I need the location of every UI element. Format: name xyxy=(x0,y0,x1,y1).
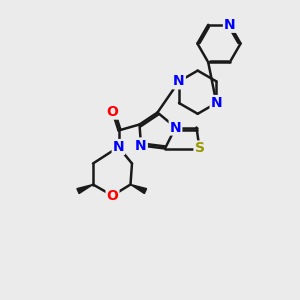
Text: N: N xyxy=(113,140,124,154)
Text: N: N xyxy=(173,74,185,88)
Text: N: N xyxy=(224,18,236,32)
Polygon shape xyxy=(130,184,147,194)
Text: N: N xyxy=(135,139,147,152)
Polygon shape xyxy=(77,184,93,194)
Text: S: S xyxy=(194,142,205,155)
Text: N: N xyxy=(211,96,222,110)
Text: O: O xyxy=(106,189,119,202)
Text: N: N xyxy=(170,121,181,134)
Text: O: O xyxy=(106,105,119,118)
